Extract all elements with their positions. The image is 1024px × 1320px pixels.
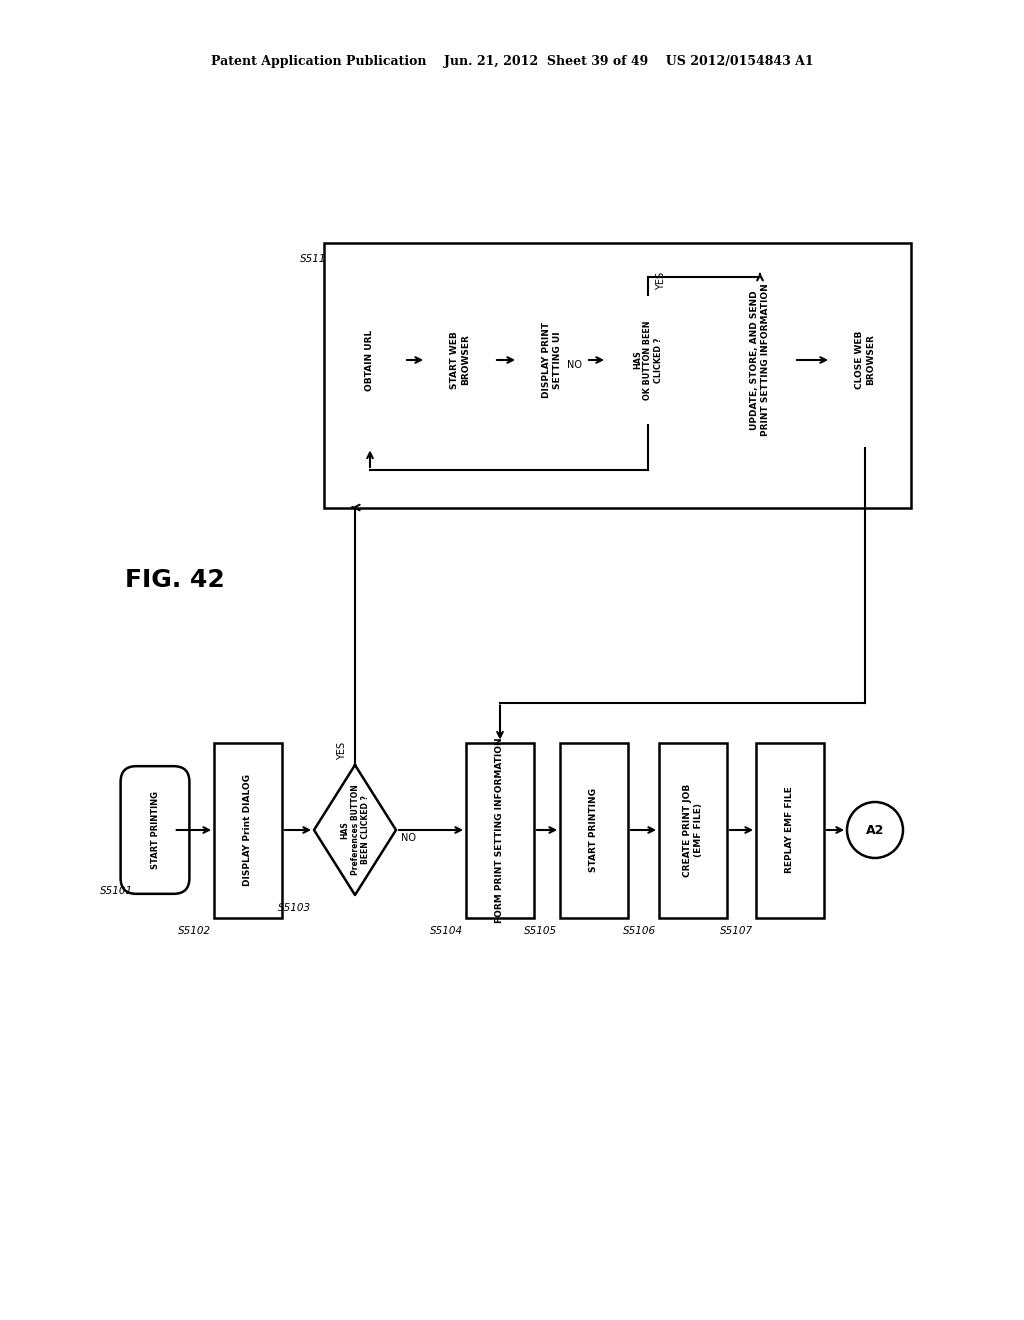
Text: OBTAIN URL: OBTAIN URL [366,330,375,391]
Text: FORM PRINT SETTING INFORMATION: FORM PRINT SETTING INFORMATION [496,737,505,923]
Text: CLOSE WEB
BROWSER: CLOSE WEB BROWSER [855,331,874,389]
Text: A2: A2 [866,824,884,837]
Bar [214,742,282,917]
Bar [324,243,911,507]
Text: YES: YES [656,272,666,290]
Polygon shape [607,294,689,425]
Text: START PRINTING: START PRINTING [151,791,160,869]
Text: S5107: S5107 [720,925,753,936]
Text: NO: NO [567,360,582,370]
Text: CREATE PRINT JOB
(EMF FILE): CREATE PRINT JOB (EMF FILE) [683,783,702,876]
Text: DISPLAY PRINT
SETTING UI: DISPLAY PRINT SETTING UI [543,322,562,399]
Text: S5119: S5119 [795,255,828,264]
Text: FIG. 42: FIG. 42 [125,568,225,591]
FancyBboxPatch shape [121,766,189,894]
Text: HAS
Preferences BUTTON
BEEN CLICKED ?: HAS Preferences BUTTON BEEN CLICKED ? [340,784,370,875]
Circle shape [847,803,903,858]
Bar [756,742,824,917]
Bar [659,742,727,917]
Text: HAS
OK BUTTON BEEN
CLICKED ?: HAS OK BUTTON BEEN CLICKED ? [633,321,663,400]
Text: DISPLAY Print DIALOG: DISPLAY Print DIALOG [244,774,253,886]
Text: S5105: S5105 [524,925,557,936]
Text: YES: YES [337,742,347,760]
Bar [560,742,628,917]
Text: NO: NO [401,833,416,843]
Bar [336,272,404,447]
Text: S5103: S5103 [278,903,311,913]
Text: S5104: S5104 [430,925,463,936]
Text: Patent Application Publication    Jun. 21, 2012  Sheet 39 of 49    US 2012/01548: Patent Application Publication Jun. 21, … [211,55,813,69]
Text: S5115: S5115 [390,255,423,264]
Bar [726,272,794,447]
Text: S5102: S5102 [178,925,211,936]
Bar [518,272,586,447]
Text: S5106: S5106 [623,925,656,936]
Text: UPDATE, STORE, AND SEND
PRINT SETTING INFORMATION: UPDATE, STORE, AND SEND PRINT SETTING IN… [751,284,770,437]
Text: START WEB
BROWSER: START WEB BROWSER [451,331,470,389]
Bar [831,272,899,447]
Text: S5101: S5101 [100,886,133,896]
Text: S5118: S5118 [690,255,723,264]
Text: S5117: S5117 [570,277,604,286]
Text: S5114: S5114 [300,255,333,264]
Text: REPLAY EMF FILE: REPLAY EMF FILE [785,787,795,874]
Bar [426,272,494,447]
Polygon shape [314,766,396,895]
Text: START PRINTING: START PRINTING [590,788,598,873]
Text: S5116: S5116 [482,255,515,264]
Bar [466,742,534,917]
